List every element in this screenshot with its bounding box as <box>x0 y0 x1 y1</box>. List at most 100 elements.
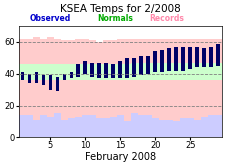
Bar <box>68 40 75 118</box>
Bar <box>123 64 130 80</box>
Bar <box>123 39 130 121</box>
Bar <box>109 64 116 80</box>
Bar <box>111 64 115 79</box>
Bar <box>75 39 81 117</box>
Bar <box>160 50 164 72</box>
Bar <box>47 37 54 117</box>
Bar <box>40 64 47 80</box>
Bar <box>146 56 150 74</box>
Bar <box>179 63 186 80</box>
Bar <box>47 117 54 137</box>
Bar <box>165 120 172 137</box>
Bar <box>151 63 158 80</box>
Text: Observed: Observed <box>29 14 70 23</box>
Bar <box>26 115 33 137</box>
Bar <box>102 64 109 80</box>
Bar <box>41 75 45 85</box>
Bar <box>172 63 179 80</box>
Bar <box>165 39 172 120</box>
Bar <box>137 115 144 137</box>
Bar <box>186 63 193 80</box>
Bar <box>33 120 40 137</box>
Bar <box>193 63 200 80</box>
Bar <box>144 39 151 115</box>
Bar <box>102 40 109 118</box>
Bar <box>207 115 214 137</box>
Bar <box>76 64 80 77</box>
Bar <box>26 64 33 80</box>
Bar <box>90 63 94 77</box>
Bar <box>202 48 205 67</box>
Bar <box>27 74 31 83</box>
Bar <box>40 115 47 137</box>
Bar <box>81 115 88 137</box>
Bar <box>193 120 200 137</box>
Bar <box>188 47 191 69</box>
Bar <box>61 40 68 120</box>
Bar <box>207 39 214 115</box>
Bar <box>174 47 178 71</box>
Bar <box>55 77 59 91</box>
Bar <box>83 61 87 74</box>
Bar <box>137 63 144 80</box>
Bar <box>116 64 123 80</box>
Bar <box>195 47 198 67</box>
Bar <box>123 121 130 137</box>
Bar <box>209 47 212 67</box>
Bar <box>109 117 116 137</box>
Bar <box>172 121 179 137</box>
Bar <box>153 51 157 72</box>
Bar <box>214 39 221 115</box>
Bar <box>48 75 52 90</box>
Bar <box>88 64 95 80</box>
Bar <box>62 74 66 80</box>
Bar <box>40 39 47 115</box>
Bar <box>118 61 122 79</box>
Bar <box>186 118 193 137</box>
Bar <box>200 39 207 117</box>
Text: Normals: Normals <box>97 14 133 23</box>
Bar <box>130 113 137 137</box>
Bar <box>179 39 186 118</box>
Bar <box>137 39 144 115</box>
Bar <box>19 115 26 137</box>
Bar <box>33 37 40 120</box>
Bar <box>97 63 101 79</box>
Bar <box>200 63 207 80</box>
Bar <box>158 120 165 137</box>
Bar <box>19 64 26 80</box>
Bar <box>216 43 219 66</box>
Bar <box>34 72 38 83</box>
Bar <box>54 64 61 80</box>
Bar <box>181 47 184 71</box>
Bar <box>165 63 172 80</box>
Bar <box>144 115 151 137</box>
Bar <box>200 117 207 137</box>
Bar <box>132 58 136 77</box>
Bar <box>26 39 33 115</box>
Bar <box>109 40 116 117</box>
Bar <box>179 118 186 137</box>
Bar <box>75 64 81 80</box>
Bar <box>81 39 88 115</box>
Bar <box>207 63 214 80</box>
Bar <box>33 64 40 80</box>
Bar <box>102 118 109 137</box>
Bar <box>144 63 151 80</box>
Bar <box>167 48 171 71</box>
Bar <box>88 115 95 137</box>
Bar <box>116 39 123 115</box>
Bar <box>19 39 26 115</box>
Bar <box>172 39 179 121</box>
Bar <box>68 118 75 137</box>
Bar <box>214 115 221 137</box>
Title: KSEA Temps for 2/2008: KSEA Temps for 2/2008 <box>60 4 180 14</box>
Bar <box>158 63 165 80</box>
X-axis label: February 2008: February 2008 <box>84 152 155 162</box>
Bar <box>20 72 24 80</box>
Bar <box>61 120 68 137</box>
Bar <box>125 58 129 79</box>
Bar <box>69 72 73 79</box>
Bar <box>186 39 193 118</box>
Bar <box>95 64 102 80</box>
